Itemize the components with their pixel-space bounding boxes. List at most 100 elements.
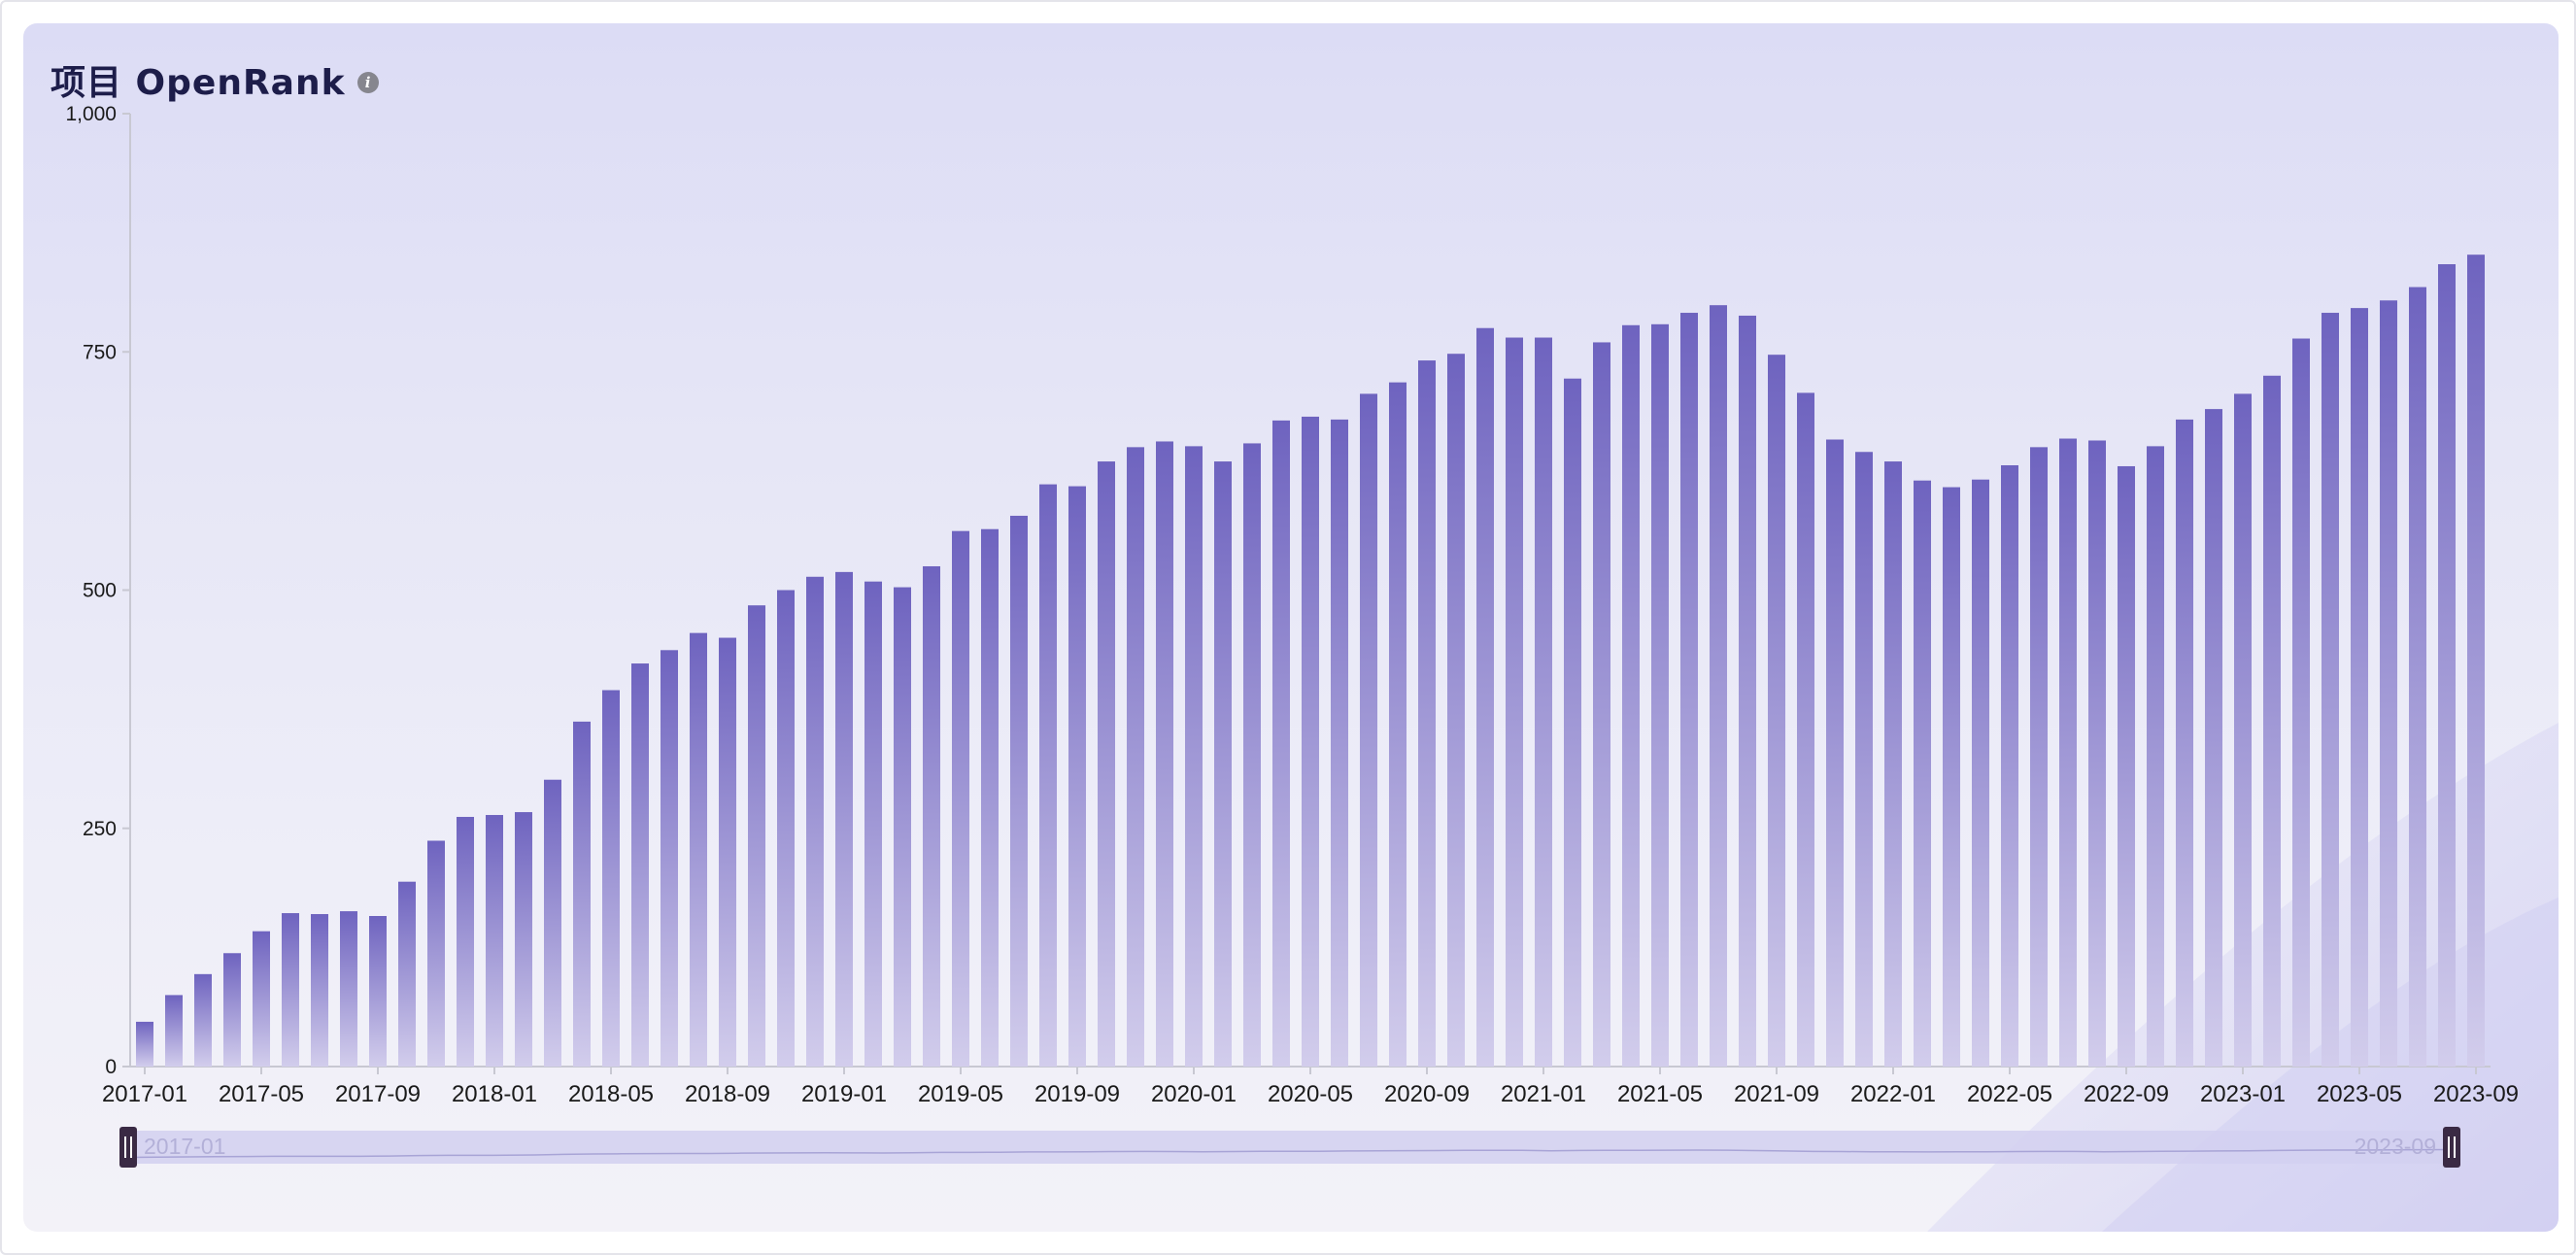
bar-2019-07[interactable] bbox=[1010, 515, 1028, 1067]
bar-2021-02[interactable] bbox=[1564, 378, 1581, 1068]
bar-2018-07[interactable] bbox=[661, 650, 678, 1067]
bar-2022-07[interactable] bbox=[2059, 438, 2077, 1067]
bar-2023-07[interactable] bbox=[2409, 287, 2426, 1067]
bar-2020-01[interactable] bbox=[1185, 446, 1203, 1067]
bar-2021-12[interactable] bbox=[1855, 452, 1873, 1067]
bar-2022-09[interactable] bbox=[2118, 465, 2135, 1068]
bar-2019-12[interactable] bbox=[1156, 441, 1173, 1068]
bar-2023-09[interactable] bbox=[2467, 254, 2485, 1067]
bar-2017-04[interactable] bbox=[223, 953, 241, 1067]
bar-2022-03[interactable] bbox=[1943, 487, 1960, 1067]
zoom-preview-line bbox=[127, 1148, 2453, 1159]
bar-2020-06[interactable] bbox=[1331, 419, 1348, 1067]
bar-2018-04[interactable] bbox=[573, 721, 591, 1067]
bar-2019-02[interactable] bbox=[864, 581, 882, 1067]
bar-2021-04[interactable] bbox=[1622, 324, 1640, 1067]
bar-2017-05[interactable] bbox=[253, 931, 270, 1067]
y-tick-label: 250 bbox=[83, 818, 117, 840]
bar-2020-08[interactable] bbox=[1389, 382, 1407, 1067]
bar-2019-03[interactable] bbox=[894, 587, 911, 1067]
bar-2022-08[interactable] bbox=[2088, 440, 2106, 1068]
bar-2018-06[interactable] bbox=[631, 663, 649, 1067]
bar-2023-02[interactable] bbox=[2263, 375, 2281, 1067]
bar-2019-08[interactable] bbox=[1039, 484, 1057, 1067]
bar-2019-05[interactable] bbox=[952, 530, 969, 1067]
bar-2021-06[interactable] bbox=[1680, 313, 1698, 1067]
bar-2021-08[interactable] bbox=[1739, 315, 1756, 1068]
bar-2023-03[interactable] bbox=[2292, 338, 2310, 1067]
bar-2018-09[interactable] bbox=[719, 637, 736, 1067]
bar-2020-05[interactable] bbox=[1302, 416, 1319, 1068]
bar-2020-09[interactable] bbox=[1418, 360, 1436, 1068]
bar-2023-06[interactable] bbox=[2380, 300, 2397, 1067]
bar-2020-07[interactable] bbox=[1360, 393, 1377, 1067]
bar-2021-05[interactable] bbox=[1651, 323, 1669, 1067]
x-tick-label: 2021-01 bbox=[1501, 1081, 1586, 1107]
bar-2023-05[interactable] bbox=[2351, 308, 2368, 1067]
bar-2019-06[interactable] bbox=[981, 528, 999, 1067]
bar-2017-10[interactable] bbox=[398, 881, 416, 1067]
bar-2017-03[interactable] bbox=[194, 973, 212, 1067]
bar-2020-03[interactable] bbox=[1243, 443, 1261, 1067]
bar-2022-12[interactable] bbox=[2205, 409, 2222, 1067]
bar-2018-02[interactable] bbox=[515, 812, 532, 1067]
bar-2022-06[interactable] bbox=[2030, 447, 2048, 1068]
bar-2022-01[interactable] bbox=[1884, 461, 1902, 1067]
bar-2023-08[interactable] bbox=[2438, 264, 2456, 1067]
bar-2020-12[interactable] bbox=[1506, 337, 1523, 1067]
x-tick-label: 2021-09 bbox=[1734, 1081, 1819, 1107]
bar-2022-04[interactable] bbox=[1972, 479, 1989, 1067]
x-tick-label: 2019-05 bbox=[918, 1081, 1003, 1107]
bar-2022-02[interactable] bbox=[1914, 480, 1931, 1067]
x-tick-label: 2020-01 bbox=[1151, 1081, 1237, 1107]
bar-2020-04[interactable] bbox=[1272, 420, 1290, 1067]
bar-2021-10[interactable] bbox=[1797, 392, 1814, 1067]
x-tick-label: 2018-01 bbox=[452, 1081, 537, 1107]
x-tick-label: 2017-09 bbox=[335, 1081, 421, 1107]
bar-2017-07[interactable] bbox=[311, 914, 328, 1067]
bar-2021-07[interactable] bbox=[1710, 305, 1727, 1067]
bar-2019-09[interactable] bbox=[1068, 486, 1086, 1067]
bar-2022-11[interactable] bbox=[2176, 419, 2193, 1067]
bar-2017-06[interactable] bbox=[282, 913, 299, 1067]
bar-2018-10[interactable] bbox=[748, 605, 765, 1067]
bar-2018-03[interactable] bbox=[544, 779, 561, 1067]
bar-2020-02[interactable] bbox=[1214, 461, 1232, 1067]
bar-2019-11[interactable] bbox=[1127, 447, 1144, 1068]
bar-2018-12[interactable] bbox=[806, 576, 824, 1067]
bar-2020-10[interactable] bbox=[1447, 354, 1465, 1068]
bar-2018-01[interactable] bbox=[486, 815, 503, 1067]
zoom-track[interactable] bbox=[128, 1131, 2452, 1164]
bar-2023-04[interactable] bbox=[2322, 313, 2339, 1067]
bar-2020-11[interactable] bbox=[1476, 327, 1494, 1068]
bar-2019-04[interactable] bbox=[923, 565, 940, 1067]
x-tick-label: 2017-05 bbox=[219, 1081, 304, 1107]
bar-2018-05[interactable] bbox=[602, 690, 620, 1068]
bar-2021-01[interactable] bbox=[1535, 337, 1552, 1067]
bar-2017-09[interactable] bbox=[369, 916, 387, 1067]
data-zoom-slider[interactable]: 2017-01 2023-09 bbox=[119, 1127, 2460, 1168]
bar-2017-02[interactable] bbox=[165, 995, 183, 1067]
info-icon[interactable]: i bbox=[356, 72, 379, 93]
bar-2021-11[interactable] bbox=[1826, 439, 1844, 1068]
x-tick-label: 2022-09 bbox=[2084, 1081, 2169, 1107]
bar-2022-10[interactable] bbox=[2147, 446, 2164, 1067]
bar-2021-03[interactable] bbox=[1593, 342, 1610, 1067]
bar-2019-10[interactable] bbox=[1098, 461, 1115, 1067]
bar-2017-12[interactable] bbox=[457, 816, 474, 1067]
bar-2017-01[interactable] bbox=[136, 1021, 153, 1067]
bar-2022-05[interactable] bbox=[2001, 464, 2018, 1067]
x-tick-label: 2023-01 bbox=[2200, 1081, 2286, 1107]
bar-2018-11[interactable] bbox=[777, 590, 795, 1068]
zoom-handle-right[interactable] bbox=[2443, 1127, 2460, 1168]
bar-2017-08[interactable] bbox=[340, 911, 357, 1067]
x-tick-label: 2018-09 bbox=[685, 1081, 770, 1107]
bar-2021-09[interactable] bbox=[1768, 355, 1785, 1067]
bar-2017-11[interactable] bbox=[427, 840, 445, 1068]
bar-2023-01[interactable] bbox=[2234, 393, 2252, 1067]
x-tick-label: 2017-01 bbox=[102, 1081, 187, 1107]
zoom-handle-left[interactable] bbox=[119, 1127, 137, 1168]
bar-2018-08[interactable] bbox=[690, 632, 707, 1067]
bar-2019-01[interactable] bbox=[835, 571, 853, 1067]
